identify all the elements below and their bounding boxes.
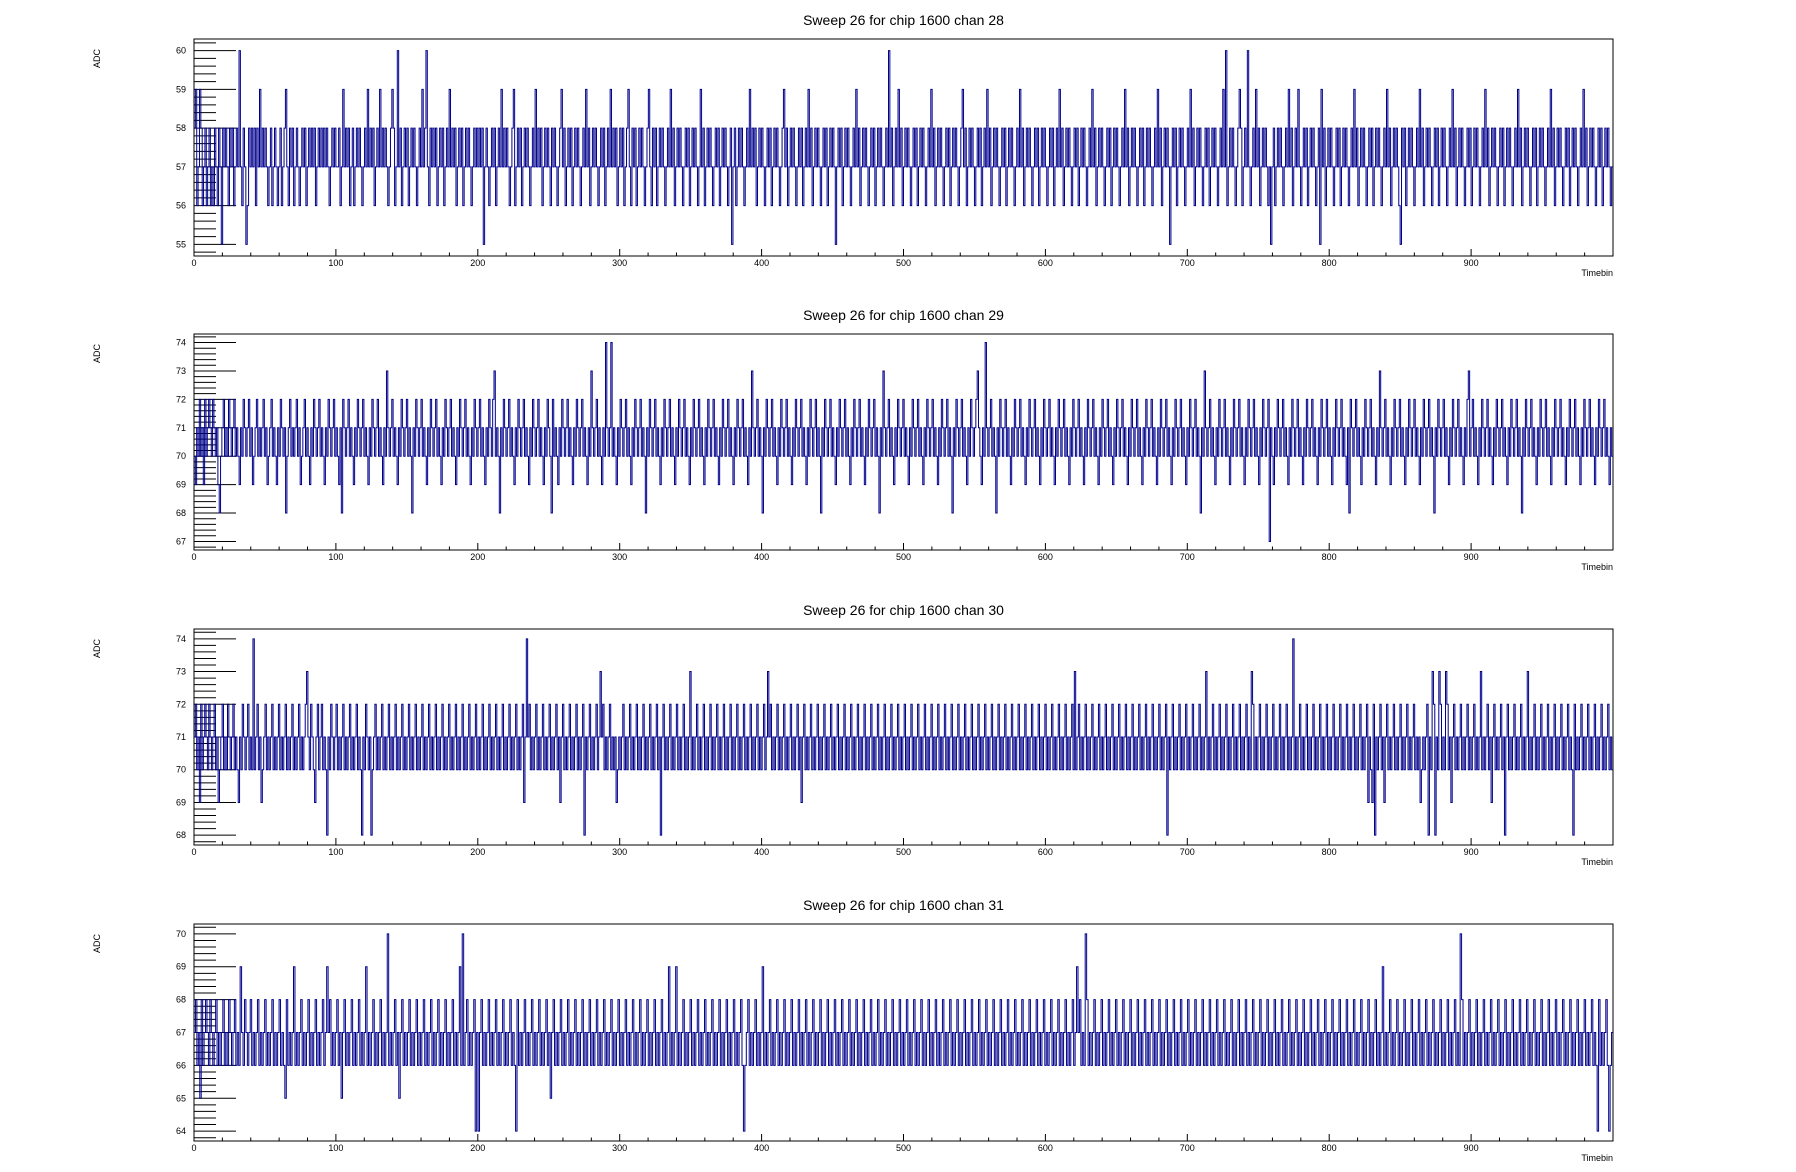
- y-tick-label: 71: [176, 423, 186, 433]
- y-axis-label: ADC: [92, 49, 102, 69]
- y-tick-label: 73: [176, 366, 186, 376]
- y-axis-label: ADC: [92, 344, 102, 364]
- x-tick-label: 900: [1464, 1143, 1479, 1153]
- x-tick-label: 500: [896, 258, 911, 268]
- x-tick-label: 100: [328, 847, 343, 857]
- x-tick-label: 700: [1180, 1143, 1195, 1153]
- y-tick-label: 65: [176, 1093, 186, 1103]
- adc-series-line: [194, 638, 1613, 836]
- x-tick-label: 600: [1038, 258, 1053, 268]
- x-tick-label: 500: [896, 847, 911, 857]
- y-tick-label: 70: [176, 765, 186, 775]
- chart-panel-2: Sweep 26 for chip 1600 chan 30 ADC Timebin…: [92, 602, 1614, 867]
- y-tick-label: 56: [176, 201, 186, 211]
- y-tick-label: 70: [176, 929, 186, 939]
- x-axis-label: Timebin: [1581, 268, 1613, 278]
- y-axis-label: ADC: [92, 639, 102, 659]
- y-tick-label: 69: [176, 480, 186, 490]
- x-tick-label: 300: [612, 258, 627, 268]
- x-tick-label: 0: [191, 552, 196, 562]
- y-tick-label: 68: [176, 830, 186, 840]
- x-tick-label: 700: [1180, 847, 1195, 857]
- x-tick-label: 200: [470, 847, 485, 857]
- x-tick-label: 0: [191, 1143, 196, 1153]
- chart-title: Sweep 26 for chip 1600 chan 29: [803, 307, 1004, 323]
- x-tick-label: 600: [1038, 552, 1053, 562]
- y-tick-label: 67: [176, 536, 186, 546]
- chart-panel-0: Sweep 26 for chip 1600 chan 28 ADC Timebin…: [92, 12, 1614, 278]
- x-tick-label: 400: [754, 258, 769, 268]
- y-axis-label: ADC: [92, 934, 102, 954]
- x-tick-label: 100: [328, 258, 343, 268]
- y-tick-label: 66: [176, 1060, 186, 1070]
- adc-series-line: [194, 50, 1613, 245]
- y-tick-label: 68: [176, 995, 186, 1005]
- x-tick-label: 500: [896, 552, 911, 562]
- x-tick-label: 900: [1464, 258, 1479, 268]
- y-tick-label: 59: [176, 84, 186, 94]
- chart-panel-3: Sweep 26 for chip 1600 chan 31 ADC Timebin…: [92, 897, 1614, 1163]
- x-tick-label: 800: [1322, 258, 1337, 268]
- chart-title: Sweep 26 for chip 1600 chan 28: [803, 12, 1004, 28]
- y-tick-label: 64: [176, 1126, 186, 1136]
- x-tick-label: 100: [328, 552, 343, 562]
- y-tick-label: 69: [176, 797, 186, 807]
- x-tick-label: 700: [1180, 258, 1195, 268]
- y-tick-label: 71: [176, 732, 186, 742]
- adc-series-line: [194, 342, 1613, 542]
- y-tick-label: 68: [176, 508, 186, 518]
- x-tick-label: 300: [612, 847, 627, 857]
- y-tick-label: 67: [176, 1028, 186, 1038]
- x-tick-label: 100: [328, 1143, 343, 1153]
- x-tick-label: 300: [612, 552, 627, 562]
- x-axis-label: Timebin: [1581, 1153, 1613, 1163]
- y-tick-label: 69: [176, 962, 186, 972]
- y-tick-label: 72: [176, 394, 186, 404]
- y-tick-label: 57: [176, 162, 186, 172]
- x-tick-label: 900: [1464, 847, 1479, 857]
- x-tick-label: 0: [191, 258, 196, 268]
- chart-title: Sweep 26 for chip 1600 chan 30: [803, 602, 1004, 618]
- x-axis-label: Timebin: [1581, 857, 1613, 867]
- x-tick-label: 800: [1322, 552, 1337, 562]
- x-tick-label: 600: [1038, 1143, 1053, 1153]
- x-tick-label: 300: [612, 1143, 627, 1153]
- y-tick-label: 55: [176, 239, 186, 249]
- x-tick-label: 700: [1180, 552, 1195, 562]
- chart-panel-1: Sweep 26 for chip 1600 chan 29 ADC Timebin…: [92, 307, 1614, 572]
- adc-series-line: [194, 933, 1613, 1132]
- x-tick-label: 400: [754, 1143, 769, 1153]
- x-tick-label: 400: [754, 847, 769, 857]
- chart-title: Sweep 26 for chip 1600 chan 31: [803, 897, 1004, 913]
- x-tick-label: 500: [896, 1143, 911, 1153]
- y-tick-label: 73: [176, 667, 186, 677]
- x-tick-label: 900: [1464, 552, 1479, 562]
- x-tick-label: 400: [754, 552, 769, 562]
- x-tick-label: 200: [470, 258, 485, 268]
- x-tick-label: 800: [1322, 847, 1337, 857]
- x-tick-label: 800: [1322, 1143, 1337, 1153]
- y-tick-label: 70: [176, 451, 186, 461]
- x-tick-label: 0: [191, 847, 196, 857]
- x-tick-label: 600: [1038, 847, 1053, 857]
- y-tick-label: 60: [176, 46, 186, 56]
- y-tick-label: 74: [176, 634, 186, 644]
- x-tick-label: 200: [470, 1143, 485, 1153]
- x-axis-label: Timebin: [1581, 562, 1613, 572]
- x-tick-label: 200: [470, 552, 485, 562]
- y-tick-label: 58: [176, 123, 186, 133]
- y-tick-label: 72: [176, 699, 186, 709]
- y-tick-label: 74: [176, 338, 186, 348]
